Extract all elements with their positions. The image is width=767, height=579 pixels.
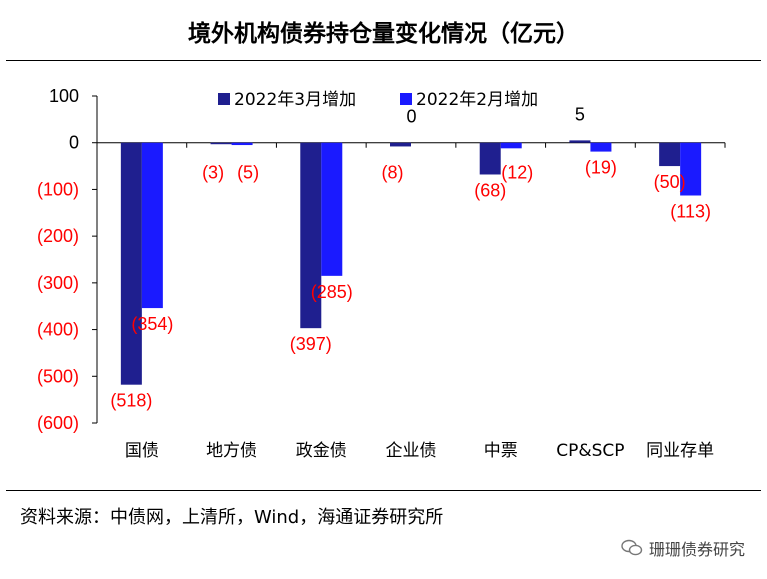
legend-label-series-2: 2022年2月增加 <box>416 90 538 110</box>
data-label-series-2: 0 <box>406 107 416 127</box>
x-category-label: CP&SCP <box>556 441 624 461</box>
bar-series-1 <box>300 142 322 329</box>
bar-series-2 <box>680 142 702 196</box>
chart-data-labels: (518) (3) (397) (8) (68) 5 (50) (354) (5) (285) 0 (… <box>110 104 711 410</box>
source-note: 资料来源：中债网，上清所，Wind，海通证券研究所 <box>20 507 444 528</box>
bar-series-1 <box>120 142 142 385</box>
x-category-label: 企业债 <box>386 441 437 461</box>
bar-series-2 <box>231 142 253 146</box>
wechat-icon <box>621 539 643 556</box>
bar-series-1 <box>479 142 501 175</box>
x-category-label: 中票 <box>484 441 518 461</box>
bar-series-2 <box>141 142 163 309</box>
y-tick-label: (500) <box>37 366 79 386</box>
data-label-series-2: (285) <box>311 282 353 302</box>
data-label-series-2: (5) <box>237 163 259 183</box>
data-label-series-1: (397) <box>290 334 332 354</box>
data-label-series-1: 5 <box>575 104 585 124</box>
y-tick-label: (300) <box>37 273 79 293</box>
x-category-label: 同业存单 <box>646 441 714 461</box>
data-label-series-1: (8) <box>382 163 404 183</box>
data-label-series-2: (12) <box>501 163 533 183</box>
bar-series-1 <box>210 142 232 145</box>
data-label-series-1: (3) <box>202 163 224 183</box>
data-label-series-2: (113) <box>670 202 711 222</box>
y-tick-label: 0 <box>69 133 79 153</box>
title-divider <box>6 60 761 61</box>
bar-chart: 100 0 (100) (200) (300) (400) (500) (600) 国债 地方债 政… <box>37 86 726 461</box>
chart-title: 境外机构债券持仓量变化情况（亿元） <box>188 21 579 47</box>
y-tick-label: (400) <box>37 320 79 340</box>
data-label-series-1: (518) <box>110 391 152 411</box>
bar-series-1 <box>569 140 591 143</box>
y-tick-label: (200) <box>37 226 79 246</box>
legend-label-series-1: 2022年3月增加 <box>234 90 356 110</box>
data-label-series-1: (50) <box>654 172 686 192</box>
y-tick-label: (600) <box>37 413 79 433</box>
x-category-label: 地方债 <box>206 441 257 461</box>
y-tick-label: 100 <box>49 86 79 106</box>
chart-bars <box>120 140 702 385</box>
chart-axes: 100 0 (100) (200) (300) (400) (500) (600) 国债 地方债 政… <box>37 86 726 461</box>
legend-swatch-series-1 <box>218 93 230 105</box>
bar-series-1 <box>659 142 681 167</box>
watermark: 珊珊债券研究 <box>621 536 745 560</box>
data-label-series-2: (354) <box>131 314 173 334</box>
chart-legend: 2022年3月增加 2022年2月增加 <box>218 90 538 110</box>
bar-series-1 <box>390 142 411 147</box>
data-label-series-1: (68) <box>474 180 506 200</box>
legend-swatch-series-2 <box>400 93 412 105</box>
data-label-series-2: (19) <box>585 158 617 178</box>
x-category-label: 国债 <box>125 441 159 461</box>
bar-series-2 <box>500 142 522 149</box>
bar-series-2 <box>321 142 343 276</box>
source-divider <box>6 490 761 491</box>
watermark-text: 珊珊债券研究 <box>648 540 745 559</box>
y-tick-label: (100) <box>37 179 79 199</box>
x-category-label: 政金债 <box>296 441 347 461</box>
bar-series-2 <box>590 142 612 152</box>
